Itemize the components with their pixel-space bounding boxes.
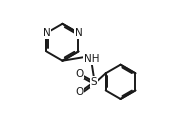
Text: O: O	[76, 69, 84, 79]
Text: N: N	[75, 28, 82, 38]
Text: NH: NH	[84, 54, 99, 64]
Text: N: N	[43, 28, 50, 38]
Text: O: O	[76, 87, 84, 97]
Text: S: S	[91, 77, 98, 87]
